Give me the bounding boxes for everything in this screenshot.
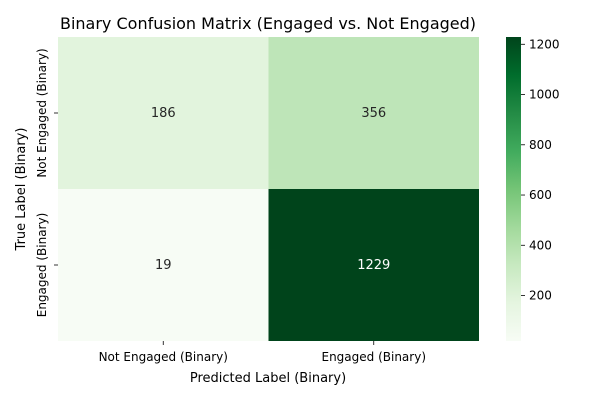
heatmap-cells: 186 356 19 1229 — [58, 37, 479, 341]
y-tick-label: Not Engaged (Binary) — [35, 48, 49, 177]
colorbar-tick-label: 200 — [529, 289, 552, 303]
colorbar-ticks: 200 400 600 800 1000 1200 — [521, 37, 560, 303]
y-tick-label: Engaged (Binary) — [35, 213, 49, 318]
cell-value-label: 19 — [155, 258, 172, 273]
cell-value-label: 1229 — [357, 258, 390, 273]
colorbar-tick-label: 1000 — [529, 88, 560, 102]
x-axis-label: Predicted Label (Binary) — [190, 371, 346, 386]
chart-title: Binary Confusion Matrix (Engaged vs. Not… — [60, 14, 476, 33]
cell-value-label: 186 — [151, 106, 176, 121]
colorbar-tick-label: 400 — [529, 238, 552, 252]
y-axis-ticks: Not Engaged (Binary) Engaged (Binary) — [35, 48, 58, 317]
x-tick-label: Engaged (Binary) — [321, 350, 426, 364]
y-axis-label: True Label (Binary) — [14, 128, 29, 252]
colorbar-tick-label: 1200 — [529, 37, 560, 51]
x-tick-label: Not Engaged (Binary) — [99, 350, 228, 364]
heatmap-cell — [58, 37, 269, 189]
colorbar-tick-label: 600 — [529, 188, 552, 202]
cell-value-label: 356 — [361, 106, 386, 121]
heatmap-cell — [268, 37, 479, 189]
heatmap-cell — [58, 189, 269, 341]
heatmap-cell — [268, 189, 479, 341]
colorbar-tick-label: 800 — [529, 138, 552, 152]
colorbar — [506, 37, 521, 341]
x-axis-ticks: Not Engaged (Binary) Engaged (Binary) — [99, 341, 426, 364]
